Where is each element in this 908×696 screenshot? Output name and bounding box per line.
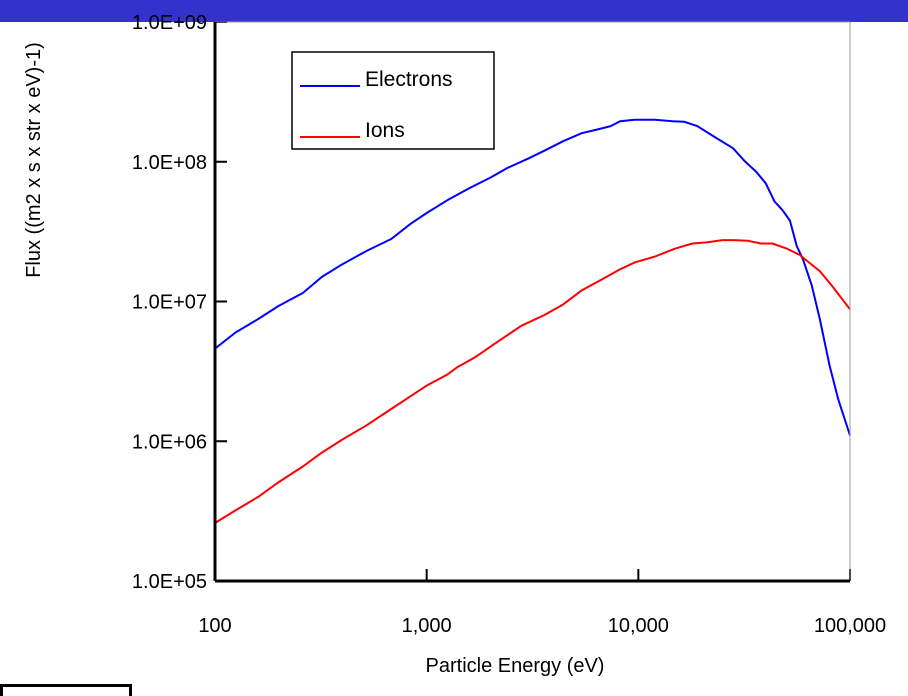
legend-box	[291, 51, 495, 150]
y-tick-label: 1.0E+09	[132, 12, 207, 34]
x-axis-ticks: 100 1,000 10,000 100,000	[198, 569, 886, 637]
legend-label-electrons: Electrons	[365, 68, 453, 91]
legend-label-ions: Ions	[365, 119, 405, 142]
y-axis-title: Flux ((m2 x s x str x eV)-1)	[23, 42, 45, 278]
legend: Electrons Ions	[291, 51, 495, 150]
series-line-ions	[214, 239, 851, 524]
x-tick-label: 100,000	[814, 615, 886, 637]
y-axis-ticks: 1.0E+05 1.0E+06 1.0E+07 1.0E+08 1.0E+09	[132, 12, 227, 593]
y-tick-label: 1.0E+08	[132, 152, 207, 174]
y-tick-label: 1.0E+06	[132, 431, 207, 453]
x-tick-label: 10,000	[608, 615, 669, 637]
y-tick-label: 1.0E+05	[132, 571, 207, 593]
series-layer	[214, 118, 851, 524]
x-axis-title: Particle Energy (eV)	[426, 655, 605, 677]
top-color-band	[0, 0, 908, 22]
series-line-electrons	[214, 118, 851, 436]
x-tick-label: 100	[198, 615, 231, 637]
y-tick-label: 1.0E+07	[132, 292, 207, 314]
x-tick-label: 1,000	[402, 615, 452, 637]
corner-frame-fragment	[0, 684, 132, 696]
